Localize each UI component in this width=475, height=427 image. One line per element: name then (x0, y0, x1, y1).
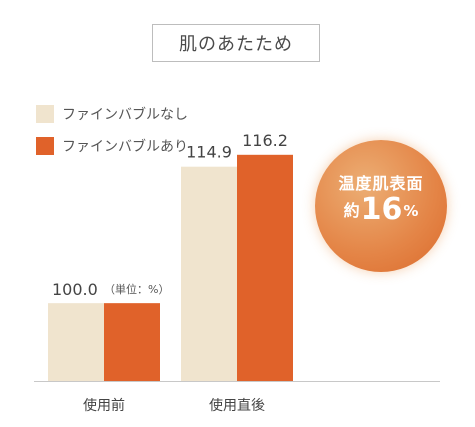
data-label-before: 100.0 (52, 280, 98, 299)
unit-note: （単位：%） (104, 282, 169, 296)
legend-item-without: ファインバブルなし (36, 103, 188, 125)
category-label-0: 使用前 (83, 397, 125, 414)
callout-value-line: 約16% (315, 192, 447, 227)
chart-title: 肌のあたため (152, 24, 320, 62)
legend-swatch-without (36, 105, 54, 123)
callout-heading: 温度肌表面 (338, 174, 424, 193)
legend-item-with: ファインバブルあり (36, 135, 188, 157)
bar-before-without (48, 303, 104, 381)
callout-value: 16 (360, 192, 403, 227)
callout-suffix: % (403, 202, 419, 220)
data-label-after-without: 114.9 (186, 143, 232, 162)
bar-after-with (237, 154, 293, 381)
callout-circle: 温度肌表面 約16% (315, 140, 447, 272)
bar-after-without (181, 166, 237, 381)
legend: ファインバブルなし ファインバブルあり (36, 103, 188, 167)
legend-swatch-with (36, 137, 54, 155)
data-label-after-with: 116.2 (242, 131, 288, 150)
legend-label-without: ファインバブルなし (62, 107, 188, 123)
callout-prefix: 約 (343, 201, 360, 220)
category-label-1: 使用直後 (209, 397, 265, 414)
bar-before-with (104, 303, 160, 381)
legend-label-with: ファインバブルあり (62, 139, 188, 155)
